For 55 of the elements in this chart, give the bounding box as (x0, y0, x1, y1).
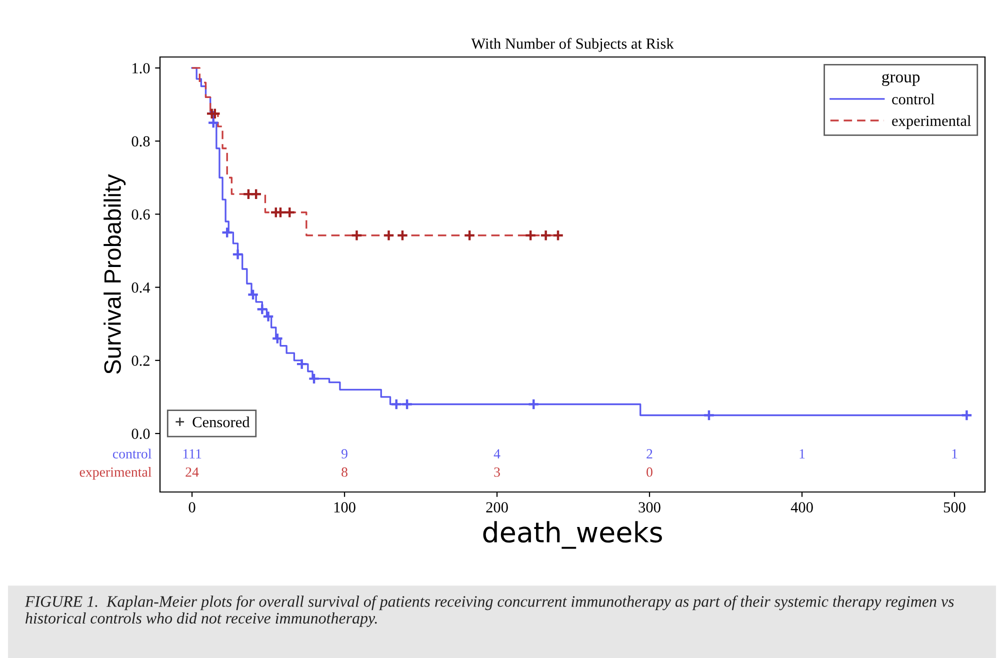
point (296, 358, 308, 370)
caption: FIGURE 1. Kaplan-Meier plots for overall survival of patients receiving concurrent immunotherapy as part of their systemic therapy regimen vs historical controls who did not receive immunotherapy. (24, 595, 954, 627)
point (396, 229, 408, 242)
chart-title: With Number of Subjects at Risk (471, 38, 674, 52)
point (552, 229, 564, 242)
point (540, 229, 552, 242)
y-tick-label: 0.0 (132, 428, 150, 440)
point (271, 332, 284, 344)
legend-label: control (892, 94, 934, 104)
x-tick-label: 400 (790, 502, 813, 512)
point (262, 310, 274, 323)
y-tick-label: 0.8 (132, 136, 150, 147)
point (528, 398, 540, 410)
x-axis-title: death_weeks (483, 521, 662, 549)
x-tick-label: 0 (188, 502, 196, 512)
x-tick-label: 300 (638, 502, 660, 512)
annotation: 9 (341, 449, 348, 458)
y-tick-label: 0.4 (132, 282, 150, 293)
point (350, 229, 363, 242)
x-tick-label: 500 (944, 502, 966, 512)
annotation: 3 (494, 467, 500, 477)
text: experimental (80, 466, 152, 480)
point (308, 372, 320, 385)
point (247, 288, 259, 301)
x-tick-label: 200 (486, 502, 508, 512)
y-tick-label: 0.6 (132, 209, 150, 220)
legend-label: experimental (892, 115, 971, 130)
annotation: 0 (646, 467, 652, 477)
point (464, 229, 476, 242)
annotation: 8 (342, 467, 348, 477)
y-axis-title: Survival Probability (104, 174, 126, 374)
point (960, 409, 973, 422)
point (390, 398, 402, 410)
annotation: 2 (646, 449, 652, 458)
x-tick-label: 100 (334, 502, 356, 512)
text: control (112, 448, 152, 458)
annotation: 1 (952, 449, 958, 458)
point (208, 108, 221, 120)
annotation: Censored (192, 416, 250, 428)
point (703, 409, 715, 422)
point (382, 229, 395, 242)
point (250, 188, 262, 200)
point (232, 248, 244, 260)
annotation: 111 (183, 449, 202, 458)
point (221, 226, 234, 238)
y-tick-label: 1.0 (132, 63, 150, 74)
annotation: 1 (800, 449, 805, 458)
point (284, 206, 296, 218)
annotation: 24 (186, 467, 199, 477)
legend-title: group (882, 74, 920, 86)
y-tick-label: 0.2 (132, 356, 150, 366)
point (401, 398, 414, 410)
point (256, 303, 268, 316)
annotation: 4 (494, 449, 500, 458)
point (524, 229, 537, 242)
